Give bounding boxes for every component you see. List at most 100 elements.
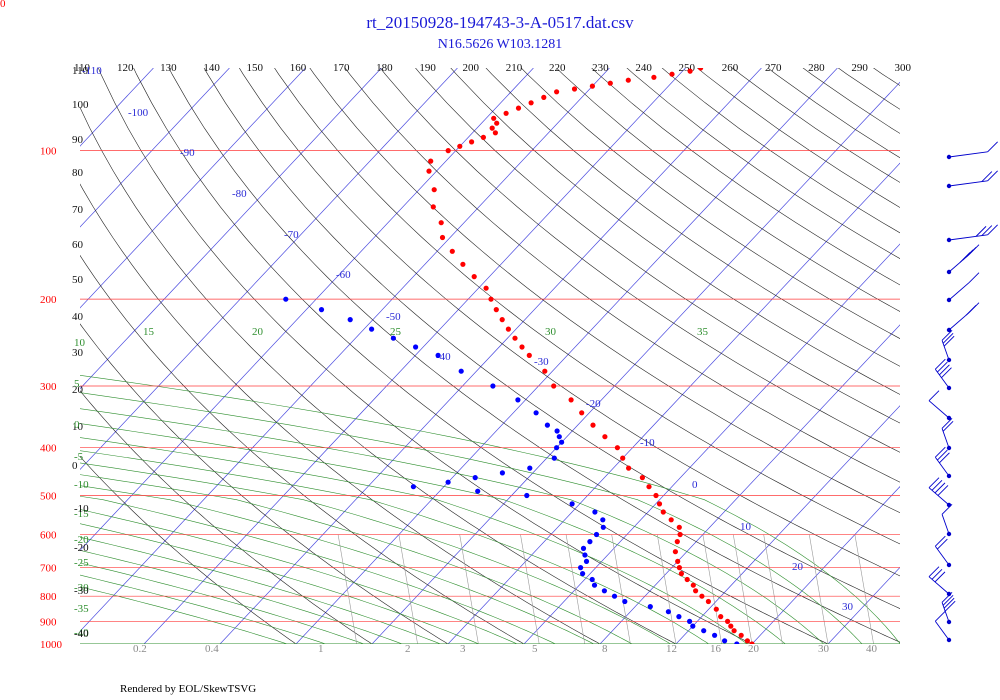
wind-barb-flag <box>975 226 987 237</box>
moist-adiabat-label: 25 <box>390 326 402 338</box>
dry-left-label: -10 <box>74 503 89 515</box>
wind-barb <box>941 329 955 363</box>
isotherm-label: -30 <box>534 356 549 368</box>
isotherm-label: -20 <box>586 398 601 410</box>
mixing-ratio-label: 0.4 <box>205 643 219 655</box>
wind-barb-flag <box>935 446 946 458</box>
temperature-point <box>526 352 532 358</box>
wind-barb <box>934 610 952 643</box>
isotherm-label: 20 <box>792 561 804 573</box>
dry-adiabat-line <box>133 68 829 644</box>
mixing-ratio-label: 0.2 <box>133 643 147 655</box>
dewpoint-point <box>580 571 586 577</box>
temperature-point <box>653 492 659 499</box>
dewpoint-point <box>490 383 496 389</box>
moist-left-label: -10 <box>74 479 89 491</box>
moist-adiabat-line <box>80 375 900 644</box>
dry-adiabat-line <box>937 41 1000 654</box>
temperature-point <box>493 307 499 313</box>
moist-adiabat-line <box>80 450 709 644</box>
wind-barb <box>934 535 952 568</box>
isotherm-label: -100 <box>128 107 149 119</box>
dry-adiabat-line <box>485 68 900 367</box>
moist-adiabat-line <box>80 495 556 644</box>
dewpoint-point <box>701 628 707 634</box>
height-label: 80 <box>72 167 84 179</box>
top-axis-label: 180 <box>376 62 393 74</box>
wind-barb-flag <box>928 566 940 577</box>
isotherm-label: -60 <box>336 269 351 281</box>
dewpoint-point <box>622 598 628 605</box>
moist-adiabat-line <box>80 536 441 644</box>
temperature-point <box>439 234 446 241</box>
dewpoint-point <box>583 558 590 565</box>
temperature-point <box>687 68 693 74</box>
temperature-point <box>728 623 734 629</box>
dry-adiabat-line <box>869 41 1000 654</box>
temperature-point <box>672 549 679 555</box>
isotherm-label: -70 <box>284 229 299 241</box>
moist-adiabat-line <box>80 586 288 644</box>
moist-adiabat-line <box>80 574 326 644</box>
isotherm-label: -50 <box>386 311 401 323</box>
dry-adiabat-line <box>450 68 900 395</box>
dewpoint-point <box>600 517 606 523</box>
chart-subtitle: N16.5626 W103.1281 <box>438 37 563 52</box>
wind-barb-flag <box>934 571 946 583</box>
wind-barb-flag <box>928 477 940 488</box>
wind-barb-staff <box>948 180 988 187</box>
top-axis-label: 230 <box>592 62 609 74</box>
isotherm-line <box>80 68 610 632</box>
wind-barb-staff <box>934 368 950 389</box>
wind-barb-flag <box>987 224 998 236</box>
mixing-ratio-label: 8 <box>602 643 608 655</box>
wind-barb-flag <box>934 482 946 494</box>
height-label: 30 <box>72 347 84 359</box>
temperature-point <box>445 148 451 154</box>
moist-left-label: -5 <box>74 451 84 463</box>
dewpoint-point <box>527 465 533 471</box>
dewpoint-point <box>722 638 728 644</box>
wind-barb-flag <box>943 335 955 347</box>
moist-adiabat-line <box>80 474 633 644</box>
temperature-point <box>554 89 560 95</box>
height-label: 90 <box>72 134 84 146</box>
temperature-point <box>499 317 505 323</box>
grid-lines <box>80 41 1000 654</box>
wind-barb-flag <box>941 503 953 515</box>
moist-adiabat-line <box>80 523 480 644</box>
footer-credit: Rendered by EOL/SkewTSVG <box>120 683 257 695</box>
wind-barb-flag <box>931 568 943 580</box>
wind-barb <box>928 566 952 597</box>
isotherm-line <box>80 68 306 309</box>
isotherm-label: -10 <box>640 437 655 449</box>
isotherm-line <box>295 68 838 644</box>
temperature-point <box>669 71 675 77</box>
dry-adiabat-line <box>591 68 900 286</box>
dry-adiabat-line <box>203 68 900 609</box>
dewpoint-point <box>554 428 560 434</box>
isotherm-label: -80 <box>232 188 247 200</box>
temperature-point <box>430 204 436 210</box>
isotherm-line <box>447 162 900 644</box>
wind-barb <box>946 141 998 160</box>
dewpoint-point <box>676 614 682 620</box>
height-label: 110 <box>72 65 89 77</box>
dewpoint-point <box>589 576 595 583</box>
dewpoint-point <box>551 455 557 461</box>
temperature-point <box>489 125 495 131</box>
moist-left-label: -35 <box>74 603 89 615</box>
top-axis-label: 220 <box>549 62 566 74</box>
wind-barb-staff <box>934 620 950 641</box>
top-axis-label: 170 <box>333 62 350 74</box>
mixing-ratio-line <box>702 534 722 644</box>
dewpoint-point <box>347 317 353 323</box>
temperature-point <box>675 558 681 565</box>
wind-barb-flag <box>942 332 954 344</box>
temperature-point <box>744 638 751 644</box>
mixing-ratio-label: 30 <box>818 643 830 655</box>
mixing-ratio-line <box>732 534 753 644</box>
temperature-point <box>602 434 608 440</box>
mixing-ratio-line <box>565 534 586 644</box>
isotherm-label: 0 <box>692 479 698 491</box>
